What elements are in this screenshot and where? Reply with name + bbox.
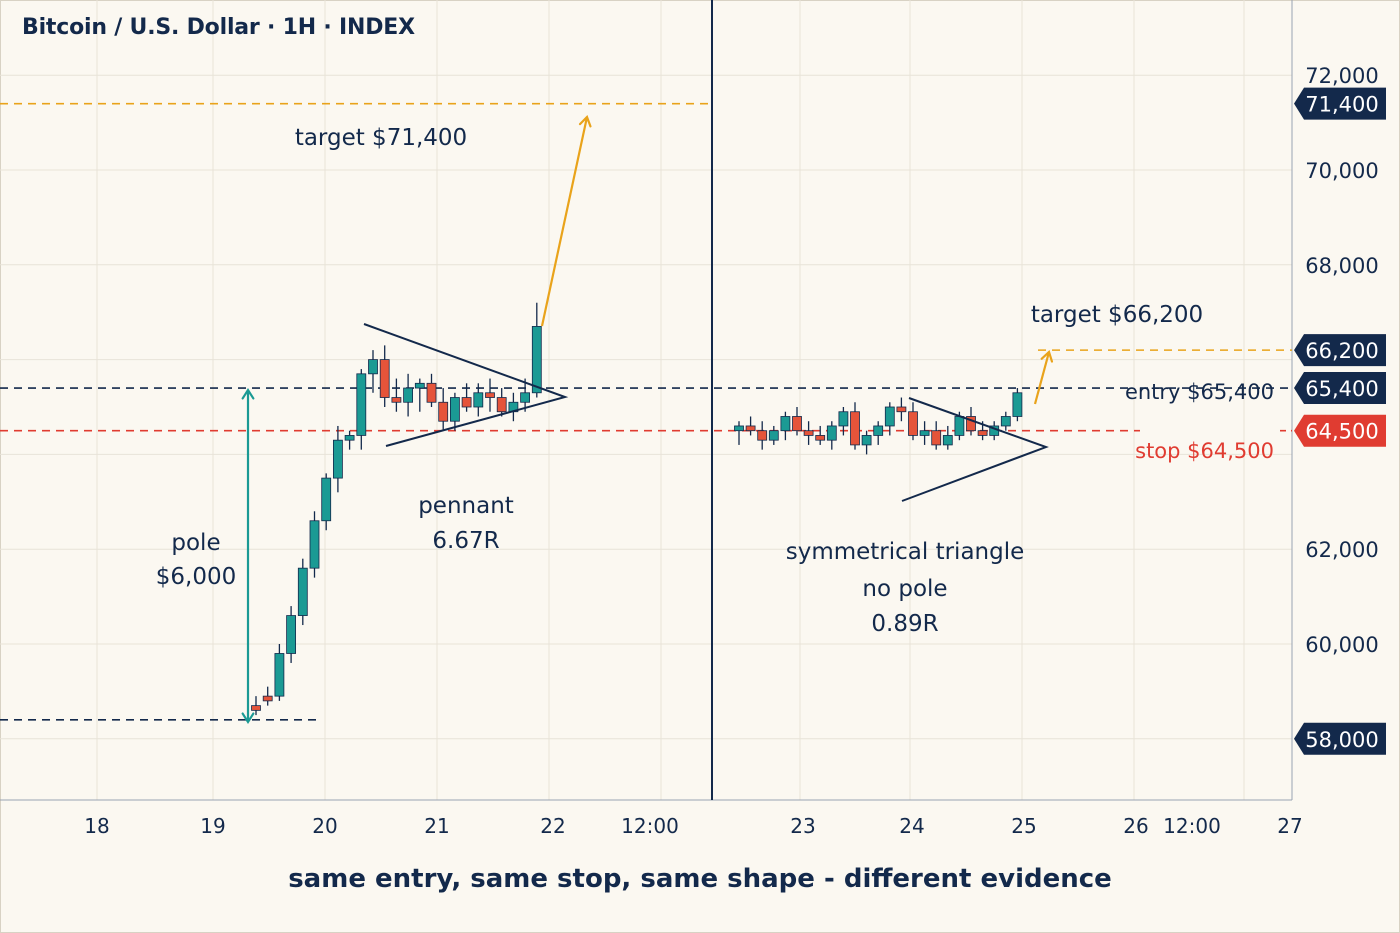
no-pole-label: no pole <box>862 576 947 602</box>
target-label-left: target $71,400 <box>295 125 467 151</box>
price-tag-3 <box>1294 414 1386 447</box>
pennant-candle-11 <box>379 359 390 398</box>
x-tick-label-6: 23 <box>790 814 815 838</box>
triangle-candle-0 <box>734 425 744 432</box>
target-label-right: target $66,200 <box>1031 302 1203 328</box>
price-tag-1 <box>1294 334 1386 367</box>
pennant-candle-5 <box>309 520 320 569</box>
pole-arrowhead-bottom <box>241 712 255 725</box>
x-tick-label-2: 20 <box>312 814 337 838</box>
y-tick-label-0: 72,000 <box>1305 64 1378 88</box>
pennant-candle-20 <box>485 392 495 398</box>
pennant-candle-10 <box>368 359 378 375</box>
pennant-candle-15 <box>426 382 437 403</box>
pennant-candle-13 <box>403 387 414 403</box>
chart-title: Bitcoin / U.S. Dollar · 1H · INDEX <box>22 15 415 40</box>
price-tag-label-1: 66,200 <box>1305 339 1378 363</box>
pennant-candle-6 <box>321 477 332 522</box>
triangle-candle-13 <box>884 406 895 427</box>
entry-label: entry $65,400 <box>1125 380 1274 404</box>
price-tag-label-3: 64,500 <box>1305 420 1378 444</box>
triangle-candle-12 <box>873 425 884 436</box>
price-tag-2 <box>1294 372 1386 405</box>
y-tick-label-4: 60,000 <box>1305 633 1378 657</box>
pennant-candle-21 <box>496 397 507 413</box>
triangle-ratio: 0.89R <box>871 611 938 637</box>
pennant-candle-7 <box>332 439 343 479</box>
triangle-candle-16 <box>919 430 930 436</box>
pole-label: pole <box>171 530 220 556</box>
pennant-shape <box>363 323 569 447</box>
target-arrowhead-left <box>578 114 592 128</box>
x-tick-label-4: 22 <box>540 814 565 838</box>
pennant-candle-24 <box>531 326 542 394</box>
price-tag-label-0: 71,400 <box>1305 93 1378 117</box>
pole-value: $6,000 <box>156 564 236 590</box>
pennant-candle-19 <box>473 392 484 408</box>
x-tick-label-1: 19 <box>200 814 225 838</box>
triangle-candle-5 <box>792 416 802 432</box>
pennant-candle-4 <box>297 567 308 616</box>
pennant-ratio: 6.67R <box>432 528 499 554</box>
pennant-candle-17 <box>449 397 460 422</box>
price-tag-4 <box>1294 722 1386 755</box>
pennant-candle-12 <box>391 397 402 403</box>
triangle-candle-20 <box>966 416 976 432</box>
pole-arrowhead-top <box>241 387 255 400</box>
target-arrow-right <box>1033 351 1051 405</box>
triangle-candle-11 <box>861 435 872 446</box>
pennant-candle-1 <box>262 695 273 702</box>
triangle-candle-18 <box>942 435 953 446</box>
triangle-candle-8 <box>826 425 837 441</box>
pennant-candle-8 <box>344 435 355 441</box>
triangle-candle-3 <box>768 430 779 441</box>
triangle-candle-24 <box>1012 392 1023 417</box>
triangle-candle-23 <box>1000 416 1011 427</box>
pennant-candle-9 <box>356 373 367 436</box>
pennant-label: pennant <box>418 493 514 519</box>
triangle-candle-17 <box>931 430 942 446</box>
y-tick-label-3: 62,000 <box>1305 538 1378 562</box>
pennant-candle-23 <box>520 392 530 403</box>
triangle-candle-7 <box>815 435 826 441</box>
x-tick-label-0: 18 <box>84 814 109 838</box>
triangle-candle-14 <box>896 406 907 413</box>
pennant-candle-18 <box>461 397 472 408</box>
triangle-candle-1 <box>745 425 756 432</box>
target-arrowhead-right <box>1040 350 1054 363</box>
chart-caption: same entry, same stop, same shape - diff… <box>288 864 1112 894</box>
price-tag-label-2: 65,400 <box>1305 377 1378 401</box>
triangle-candle-2 <box>757 430 768 441</box>
pennant-candle-3 <box>286 615 297 654</box>
triangle-candle-6 <box>803 430 814 436</box>
triangle-candle-19 <box>954 416 965 436</box>
triangle-candle-10 <box>850 411 860 446</box>
x-tick-label-9: 26 <box>1123 814 1148 838</box>
x-tick-label-7: 24 <box>899 814 924 838</box>
triangle-candle-15 <box>908 411 918 436</box>
triangle-candle-9 <box>838 411 849 427</box>
triangle-candle-21 <box>977 430 988 436</box>
y-tick-label-1: 70,000 <box>1305 159 1378 183</box>
y-tick-label-2: 68,000 <box>1305 254 1378 278</box>
pennant-candle-16 <box>438 401 449 422</box>
price-tag-label-4: 58,000 <box>1305 728 1378 752</box>
pennant-candle-14 <box>414 382 425 389</box>
triangle-label: symmetrical triangle <box>786 539 1025 565</box>
stop-label: stop $64,500 <box>1135 439 1274 463</box>
pennant-candle-0 <box>251 705 261 711</box>
x-tick-label-3: 21 <box>424 814 449 838</box>
x-tick-label-10: 12:00 <box>1163 814 1221 838</box>
pennant-candle-2 <box>274 653 285 697</box>
x-tick-label-11: 27 <box>1277 814 1302 838</box>
target-arrow-left <box>540 116 589 327</box>
triangle-candle-4 <box>780 416 791 432</box>
x-tick-label-5: 12:00 <box>621 814 679 838</box>
triangle-shape <box>901 397 1049 502</box>
price-tag-0 <box>1294 87 1386 120</box>
x-tick-label-8: 25 <box>1011 814 1036 838</box>
